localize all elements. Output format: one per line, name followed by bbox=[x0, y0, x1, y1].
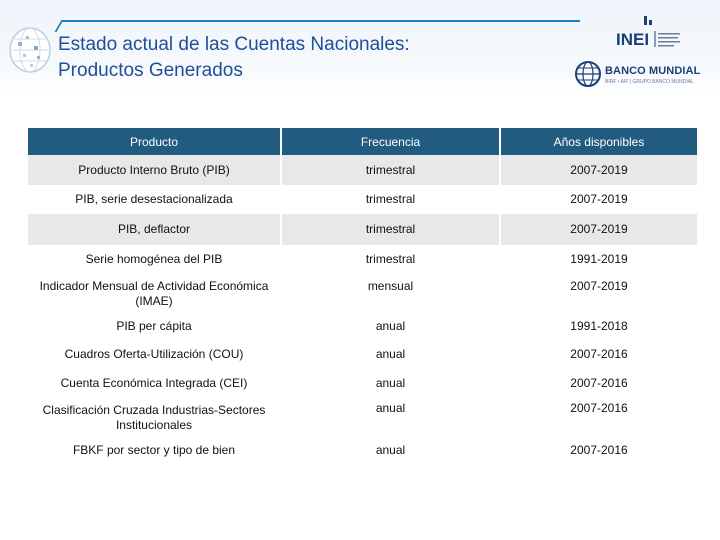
cell-frecuencia: anual bbox=[280, 313, 500, 339]
cell-frecuencia: mensual bbox=[280, 273, 500, 313]
cell-anos: 2007-2019 bbox=[499, 273, 697, 313]
table-row: FBKF por sector y tipo de bien anual 200… bbox=[28, 439, 697, 461]
cell-producto: Clasificación Cruzada Industrias-Sectore… bbox=[42, 403, 266, 432]
cell-producto: PIB, deflactor bbox=[28, 214, 281, 245]
table-row: Serie homogénea del PIB trimestral 1991-… bbox=[28, 245, 697, 273]
cell-frecuencia: anual bbox=[280, 397, 500, 439]
globe-logo-icon bbox=[9, 27, 51, 73]
title-rule bbox=[62, 20, 580, 22]
cell-frecuencia: trimestral bbox=[280, 214, 500, 245]
table-row: Cuadros Oferta-Utilización (COU) anual 2… bbox=[28, 339, 697, 369]
slide-title-line2: Productos Generados bbox=[58, 60, 243, 81]
products-table: Producto Frecuencia Años disponibles Pro… bbox=[28, 128, 697, 461]
cell-frecuencia: anual bbox=[280, 439, 500, 461]
table-row: PIB, serie desestacionalizada trimestral… bbox=[28, 185, 697, 214]
banco-mundial-subtext: BIRF • AIF | GRUPO BANCO MUNDIAL bbox=[605, 79, 694, 85]
cell-frecuencia: trimestral bbox=[280, 155, 500, 185]
header-frecuencia: Frecuencia bbox=[281, 128, 501, 155]
cell-anos: 2007-2016 bbox=[499, 369, 697, 397]
table-row: Producto Interno Bruto (PIB) trimestral … bbox=[28, 155, 697, 185]
cell-producto: Cuadros Oferta-Utilización (COU) bbox=[64, 346, 244, 361]
cell-anos: 2007-2019 bbox=[499, 214, 697, 245]
cell-anos: 2007-2016 bbox=[499, 439, 697, 461]
cell-producto: Serie homogénea del PIB bbox=[85, 251, 223, 266]
cell-producto: FBKF por sector y tipo de bien bbox=[72, 442, 236, 457]
cell-producto: Cuenta Económica Integrada (CEI) bbox=[60, 375, 248, 390]
cell-anos: 2007-2016 bbox=[499, 397, 697, 439]
cell-anos: 1991-2019 bbox=[499, 245, 697, 273]
slide-header bbox=[0, 0, 720, 98]
inei-logo-text: INEI bbox=[616, 30, 649, 49]
table-row: Clasificación Cruzada Industrias-Sectore… bbox=[28, 397, 697, 439]
slide-title-line1: Estado actual de las Cuentas Nacionales: bbox=[58, 34, 410, 55]
cell-producto: Producto Interno Bruto (PIB) bbox=[28, 155, 281, 185]
table-row: Cuenta Económica Integrada (CEI) anual 2… bbox=[28, 369, 697, 397]
globe-icon bbox=[575, 61, 601, 87]
cell-anos: 2007-2016 bbox=[499, 339, 697, 369]
slide-title: Estado actual de las Cuentas Nacionales:… bbox=[58, 32, 410, 84]
cell-anos: 2007-2019 bbox=[499, 185, 697, 214]
cell-producto: Indicador Mensual de Actividad Económica… bbox=[39, 279, 269, 308]
table-row: PIB per cápita anual 1991-2018 bbox=[28, 313, 697, 339]
table-row: Indicador Mensual de Actividad Económica… bbox=[28, 273, 697, 313]
cell-anos: 1991-2018 bbox=[499, 313, 697, 339]
header-anos-disponibles: Años disponibles bbox=[500, 128, 697, 155]
cell-frecuencia: anual bbox=[280, 339, 500, 369]
cell-frecuencia: trimestral bbox=[280, 245, 500, 273]
cell-frecuencia: trimestral bbox=[280, 185, 500, 214]
table-row: PIB, deflactor trimestral 2007-2019 bbox=[28, 214, 697, 245]
cell-producto: PIB per cápita bbox=[116, 318, 192, 333]
banco-mundial-logo: BANCO MUNDIAL BIRF • AIF | GRUPO BANCO M… bbox=[574, 60, 714, 90]
cell-producto: PIB, serie desestacionalizada bbox=[75, 192, 233, 206]
inei-logo: INEI bbox=[616, 16, 680, 49]
banco-mundial-text: BANCO MUNDIAL bbox=[605, 65, 701, 77]
cell-frecuencia: anual bbox=[280, 369, 500, 397]
table-header-row: Producto Frecuencia Años disponibles bbox=[28, 128, 697, 155]
cell-anos: 2007-2019 bbox=[499, 155, 697, 185]
header-producto: Producto bbox=[28, 128, 282, 155]
